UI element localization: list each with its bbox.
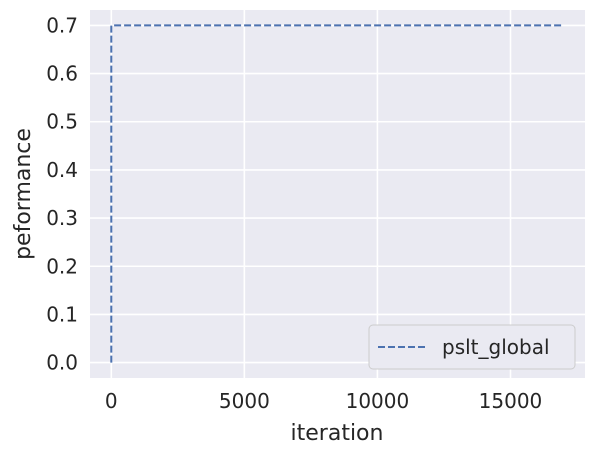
y-tick-label: 0.2	[46, 254, 78, 278]
x-axis-label: iteration	[291, 421, 384, 446]
plot-area	[90, 10, 585, 378]
x-tick-label: 15000	[479, 389, 543, 413]
y-tick-label: 0.7	[46, 13, 78, 37]
x-tick-label: 0	[105, 389, 118, 413]
legend-box	[368, 324, 576, 370]
y-tick-label: 0.3	[46, 206, 78, 230]
y-axis-label: peformance	[11, 128, 36, 260]
series-layer	[110, 24, 564, 363]
x-tick-labels: 0 5000 10000 15000	[105, 389, 542, 413]
y-gridlines	[90, 24, 585, 364]
y-tick-label: 0.5	[46, 110, 78, 134]
y-tick-label: 0.0	[46, 351, 78, 375]
x-tick-label: 5000	[219, 389, 270, 413]
y-tick-label: 0.1	[46, 302, 78, 326]
x-tick-label: 10000	[346, 389, 410, 413]
y-tick-label: 0.6	[46, 62, 78, 86]
y-tick-label: 0.4	[46, 158, 78, 182]
legend: pslt_global	[368, 324, 576, 370]
legend-label: pslt_global	[442, 335, 550, 359]
y-tick-labels: 0.0 0.1 0.2 0.3 0.4 0.5 0.6 0.7	[46, 13, 78, 374]
series-line-pslt_global	[110, 24, 564, 363]
